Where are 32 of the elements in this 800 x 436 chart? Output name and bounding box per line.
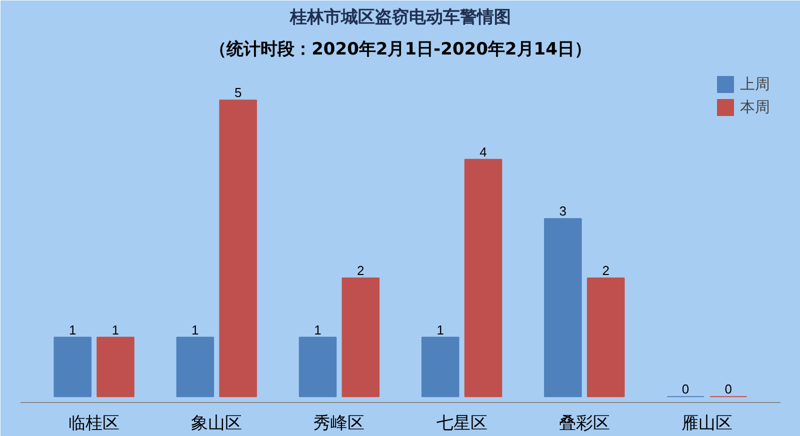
bar bbox=[544, 218, 582, 398]
data-label: 2 bbox=[602, 262, 610, 278]
bar bbox=[421, 336, 460, 398]
data-label: 4 bbox=[480, 144, 487, 160]
data-label: 1 bbox=[314, 322, 322, 338]
data-label: 3 bbox=[559, 204, 567, 219]
chart-subtitle: （统计时段：2020年2月1日-2020年2月14日） bbox=[210, 40, 592, 60]
bar bbox=[298, 336, 337, 398]
x-tick-label: 象山区 bbox=[191, 414, 242, 434]
data-label: 1 bbox=[68, 322, 76, 338]
x-tick-label: 叠彩区 bbox=[558, 414, 610, 434]
data-label: 0 bbox=[682, 382, 690, 397]
x-tick-label: 七星区 bbox=[436, 414, 488, 434]
x-tick-label: 雁山区 bbox=[681, 414, 732, 434]
bar bbox=[219, 100, 257, 398]
data-label: 2 bbox=[357, 262, 364, 278]
x-tick-label: 临桂区 bbox=[68, 414, 120, 434]
data-label: 1 bbox=[192, 322, 199, 338]
bar bbox=[586, 277, 625, 398]
data-label: 5 bbox=[234, 85, 242, 100]
legend-label: 上周 bbox=[740, 74, 770, 94]
bar bbox=[342, 277, 380, 398]
bar bbox=[54, 336, 92, 398]
data-label: 0 bbox=[724, 382, 732, 397]
chart-title: 桂林市城区盗窃电动车警情图 bbox=[289, 8, 511, 28]
data-label: 1 bbox=[436, 322, 444, 338]
x-tick-label: 秀峰区 bbox=[314, 414, 365, 434]
bar bbox=[464, 158, 502, 398]
data-label: 1 bbox=[112, 322, 120, 338]
bar bbox=[96, 336, 134, 398]
bar bbox=[176, 336, 214, 398]
legend-label: 本周 bbox=[740, 98, 770, 116]
